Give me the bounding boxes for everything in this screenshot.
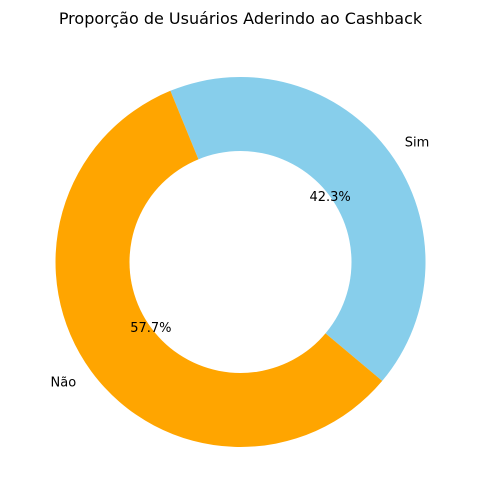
chart-title: Proporção de Usuários Aderindo ao Cashba… — [59, 9, 423, 28]
donut-hole — [129, 151, 352, 373]
slice-labels: Sim 42.3% Não 57.7% — [51, 136, 430, 391]
slice-label: Não — [51, 376, 77, 391]
slice-label: Sim — [405, 136, 430, 151]
slice-percentage-label: 42.3% — [309, 190, 350, 205]
slice-percentage-label: 57.7% — [130, 321, 171, 336]
